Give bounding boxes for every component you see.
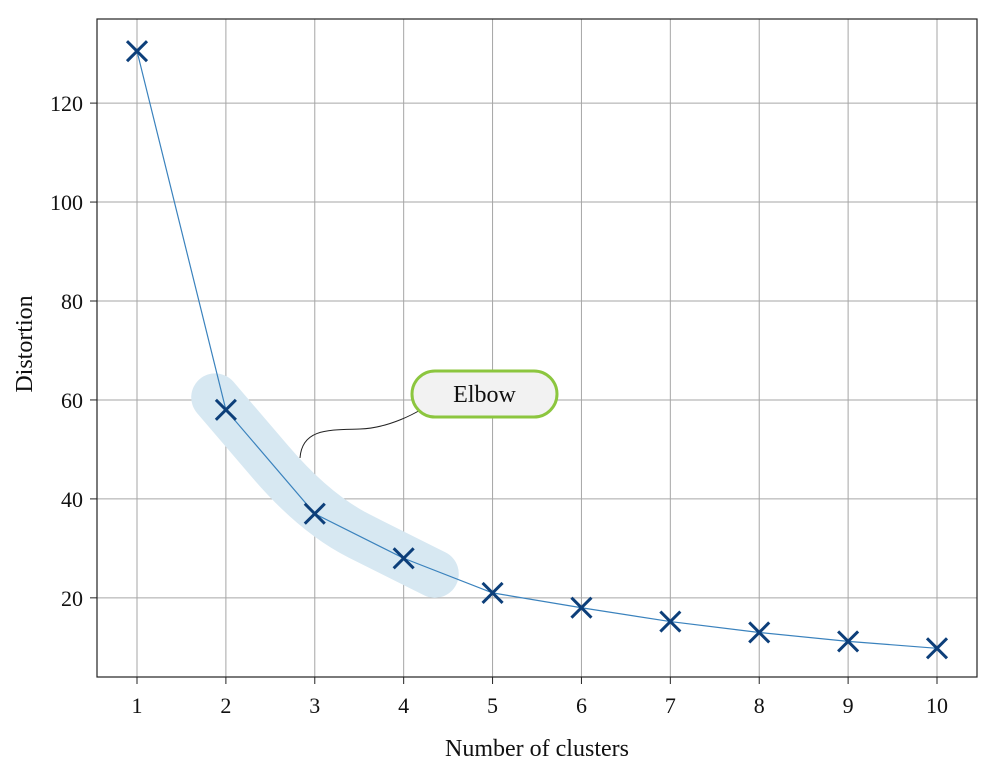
callout-box xyxy=(410,369,559,419)
x-tick-label: 3 xyxy=(309,693,320,718)
y-tick-label: 60 xyxy=(61,388,83,413)
elbow-callout: Elbow xyxy=(299,369,559,459)
grid xyxy=(97,19,977,677)
data-point-marker xyxy=(125,40,149,63)
x-tick-label: 8 xyxy=(754,693,765,718)
data-point-marker xyxy=(392,547,415,570)
callout-label: Elbow xyxy=(453,382,516,408)
data-point-marker xyxy=(570,596,593,619)
data-point-marker xyxy=(659,610,682,633)
y-tick-label: 120 xyxy=(50,91,83,116)
plot-frame xyxy=(96,18,978,678)
x-tick-label: 5 xyxy=(487,693,498,718)
callout-connector xyxy=(299,408,423,459)
y-tick-label: 80 xyxy=(61,289,83,314)
x-axis-ticks: 1 2 3 4 5 6 7 8 9 10 xyxy=(132,677,948,718)
series-polyline xyxy=(136,51,938,649)
x-tick-label: 9 xyxy=(843,693,854,718)
data-point-marker xyxy=(748,621,771,644)
elbow-highlight xyxy=(191,373,459,598)
data-markers xyxy=(125,40,949,660)
x-axis-title: Number of clusters xyxy=(445,736,629,762)
x-tick-label: 4 xyxy=(398,693,409,718)
x-tick-label: 2 xyxy=(220,693,231,718)
y-tick-label: 100 xyxy=(50,190,83,215)
y-axis-title: Distortion xyxy=(12,295,38,392)
x-tick-label: 1 xyxy=(132,693,143,718)
data-point-marker xyxy=(214,398,237,421)
x-tick-label: 7 xyxy=(665,693,676,718)
y-axis-ticks: 20 40 60 80 100 120 xyxy=(50,91,97,611)
x-tick-label: 6 xyxy=(576,693,587,718)
y-tick-label: 40 xyxy=(61,487,83,512)
data-point-marker xyxy=(837,630,860,653)
y-tick-label: 20 xyxy=(61,586,83,611)
data-point-marker xyxy=(481,581,504,604)
series-line xyxy=(136,51,938,649)
data-point-marker xyxy=(303,502,326,525)
data-point-marker xyxy=(925,637,949,660)
elbow-band xyxy=(191,373,459,598)
x-tick-label: 10 xyxy=(926,693,948,718)
